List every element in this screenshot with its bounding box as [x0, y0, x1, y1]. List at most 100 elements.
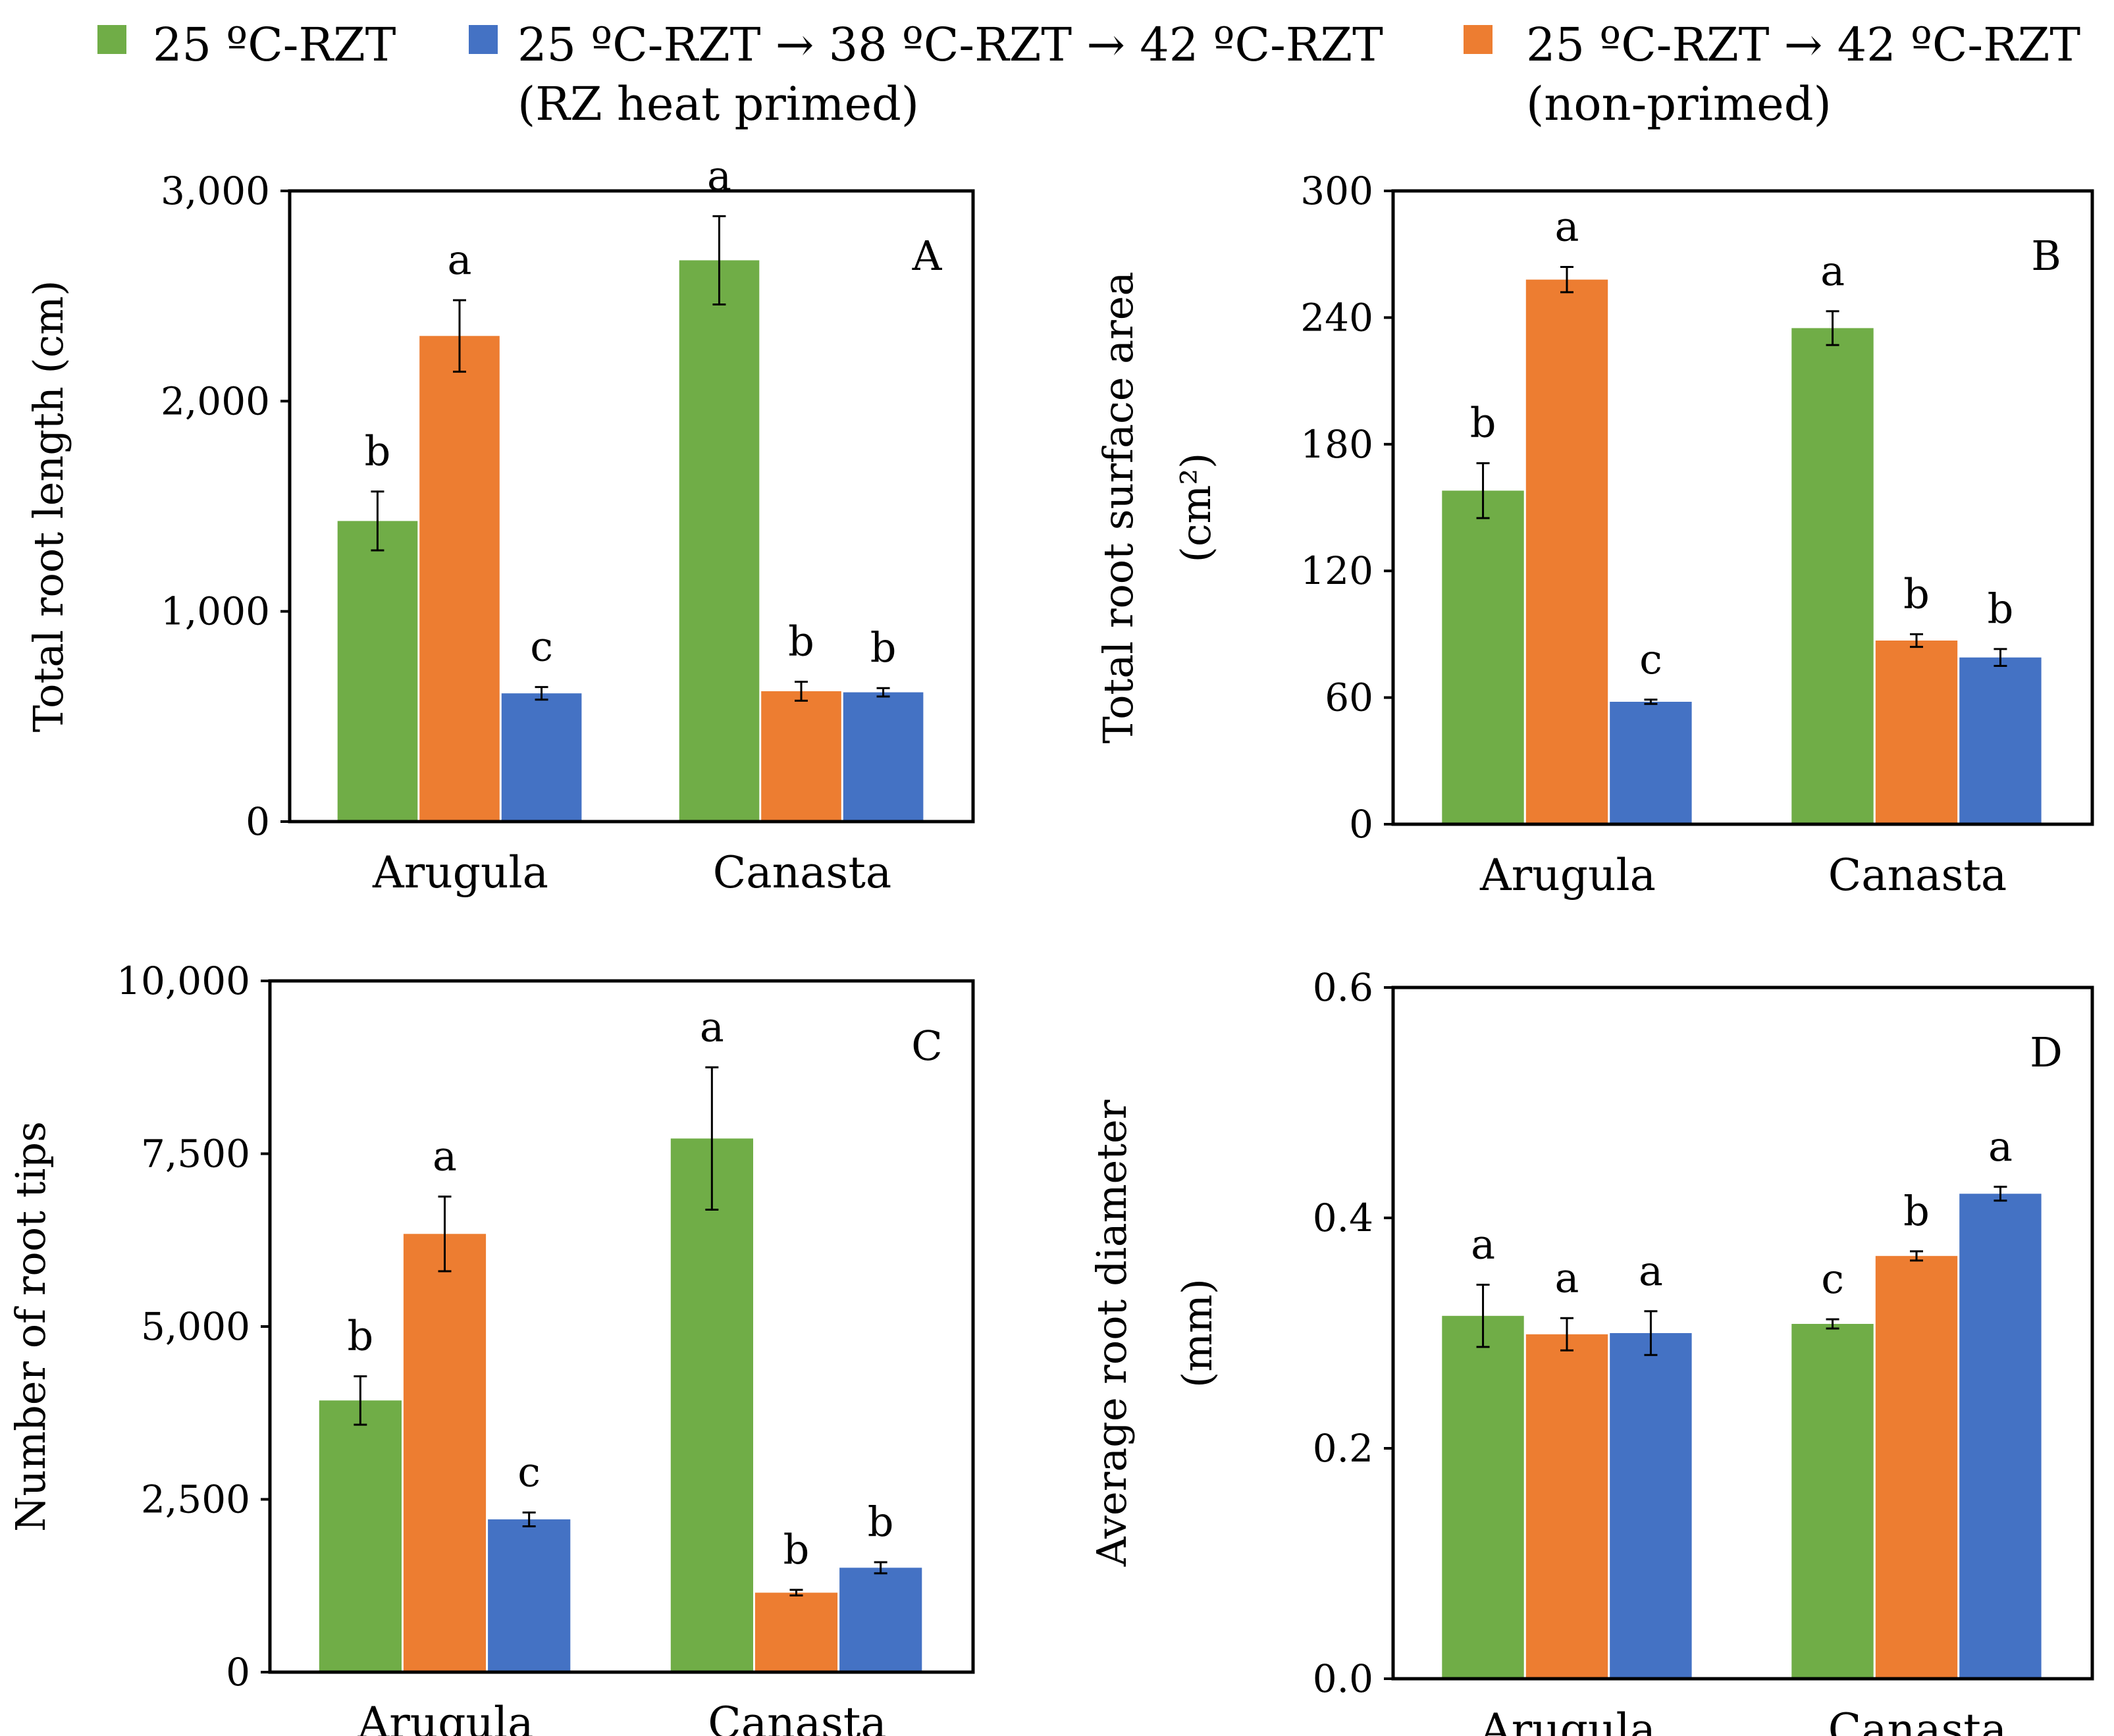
legend-label-non-primed: 25 ºC-RZT → 42 ºC-RZT — [1526, 18, 2080, 72]
category-label: Arugula — [357, 1698, 534, 1736]
significance-letter: b — [1903, 569, 1930, 618]
y-tick-label: 3,000 — [161, 169, 270, 213]
y-axis-title: Average root diameter — [1088, 1099, 1136, 1567]
y-tick-label: 7,500 — [141, 1132, 250, 1176]
y-tick-label: 2,000 — [161, 379, 270, 423]
legend: 25 ºC-RZT 25 ºC-RZT → 38 ºC-RZT → 42 ºC-… — [97, 18, 2080, 131]
legend-swatch-non-primed — [1464, 25, 1493, 54]
bar-arugula-control — [1442, 1315, 1524, 1679]
y-tick-label: 10,000 — [117, 959, 250, 1003]
bar-arugula-non-primed — [1525, 1334, 1608, 1679]
significance-letter: a — [1555, 202, 1579, 250]
panel-label: C — [911, 1022, 942, 1070]
significance-letter: b — [347, 1312, 373, 1360]
legend-label-heat-primed: 25 ºC-RZT → 38 ºC-RZT → 42 ºC-RZT — [517, 18, 1383, 72]
panel-label: B — [2031, 232, 2061, 280]
category-label: Arugula — [1479, 1704, 1656, 1736]
bar-arugula-control — [337, 521, 418, 822]
legend-sublabel-heat-primed: (RZ heat primed) — [517, 77, 919, 131]
bar-canasta-non-primed — [761, 691, 841, 822]
bar-arugula-non-primed — [419, 336, 500, 822]
bar-canasta-control — [670, 1138, 753, 1672]
y-tick-label: 0.6 — [1313, 965, 1373, 1010]
category-label: Canasta — [713, 847, 891, 898]
y-axis-title: Number of root tips — [7, 1121, 55, 1532]
category-label: Canasta — [1828, 1704, 2007, 1736]
bar-canasta-non-primed — [754, 1592, 838, 1673]
bar-canasta-control — [1791, 328, 1874, 824]
legend-label-control: 25 ºC-RZT — [153, 18, 396, 72]
bar-arugula-heat-primed — [501, 693, 582, 822]
significance-letter: b — [788, 618, 814, 666]
panel-label: D — [2030, 1028, 2063, 1076]
bar-canasta-control — [679, 260, 760, 822]
significance-letter: a — [448, 236, 472, 284]
y-tick-label: 0.0 — [1313, 1656, 1373, 1701]
bar-arugula-heat-primed — [1610, 702, 1692, 824]
significance-letter: b — [870, 623, 897, 671]
significance-letter: b — [1470, 399, 1496, 447]
significance-letter: b — [868, 1498, 894, 1546]
significance-letter: a — [1639, 1247, 1663, 1295]
y-axis-title: (cm²) — [1172, 453, 1220, 563]
bar-canasta-non-primed — [1875, 1255, 1958, 1679]
y-tick-label: 120 — [1300, 548, 1373, 593]
legend-sublabel-non-primed: (non-primed) — [1526, 77, 1832, 131]
significance-letter: c — [1639, 635, 1662, 683]
y-tick-label: 0.4 — [1313, 1196, 1373, 1240]
category-label: Arugula — [1479, 850, 1656, 901]
y-tick-label: 0 — [1349, 802, 1373, 847]
bar-arugula-heat-primed — [1610, 1333, 1692, 1679]
significance-letter: b — [1903, 1187, 1930, 1235]
bar-canasta-heat-primed — [843, 692, 924, 822]
significance-letter: b — [783, 1525, 810, 1573]
significance-letter: a — [1820, 247, 1845, 295]
category-label: Canasta — [1828, 850, 2007, 901]
significance-letter: a — [433, 1132, 457, 1180]
significance-letter: c — [1821, 1255, 1844, 1303]
y-tick-label: 180 — [1300, 422, 1373, 467]
bar-arugula-non-primed — [403, 1234, 487, 1672]
significance-letter: b — [1988, 585, 2014, 633]
bar-arugula-non-primed — [1525, 279, 1608, 824]
legend-item-non-primed: 25 ºC-RZT → 42 ºC-RZT (non-primed) — [1464, 18, 2080, 131]
y-axis-title: (mm) — [1173, 1278, 1221, 1388]
bar-arugula-control — [1442, 490, 1524, 824]
y-tick-label: 240 — [1300, 295, 1373, 340]
significance-letter: b — [365, 427, 391, 475]
category-label: Canasta — [708, 1698, 886, 1736]
bar-arugula-control — [319, 1400, 402, 1672]
y-tick-label: 1,000 — [161, 589, 270, 634]
y-tick-label: 2,500 — [141, 1477, 250, 1522]
significance-letter: a — [1555, 1253, 1579, 1302]
y-tick-label: 300 — [1300, 169, 1373, 213]
category-label: Arugula — [372, 847, 548, 898]
bar-canasta-non-primed — [1875, 641, 1958, 824]
panel-c-number-of-root-tips: b a c Arugula a b b Canasta 0 2,500 5,000 7,500 10,0… — [7, 959, 975, 1736]
y-tick-label: 5,000 — [141, 1304, 250, 1349]
panel-label: A — [912, 232, 943, 280]
bar-canasta-heat-primed — [1959, 1194, 2042, 1679]
significance-letter: c — [517, 1448, 541, 1496]
legend-swatch-control — [97, 25, 126, 54]
bar-canasta-heat-primed — [839, 1567, 922, 1672]
significance-letter: a — [1988, 1122, 2013, 1170]
plot-frame — [288, 189, 975, 824]
bar-arugula-heat-primed — [488, 1519, 571, 1672]
legend-item-heat-primed: 25 ºC-RZT → 38 ºC-RZT → 42 ºC-RZT (RZ he… — [469, 18, 1383, 131]
y-tick-label: 0 — [226, 1650, 250, 1695]
y-tick-label: 0 — [246, 799, 270, 844]
y-tick-label: 0.2 — [1313, 1426, 1373, 1471]
bar-canasta-heat-primed — [1959, 657, 2042, 824]
y-tick-label: 60 — [1325, 675, 1373, 720]
bar-canasta-control — [1791, 1324, 1874, 1679]
y-axis-title: Total root length (cm) — [24, 280, 72, 733]
y-axis-title: Total root surface area — [1094, 272, 1142, 744]
legend-item-control: 25 ºC-RZT — [97, 18, 396, 72]
plot-frame — [1391, 986, 2094, 1681]
panel-b-total-root-surface-area: b a c Arugula a b b Canasta 0 60 120 180 240 300 B Tota… — [1094, 169, 2094, 901]
legend-swatch-heat-primed — [469, 25, 498, 54]
significance-letter: a — [1471, 1221, 1495, 1269]
